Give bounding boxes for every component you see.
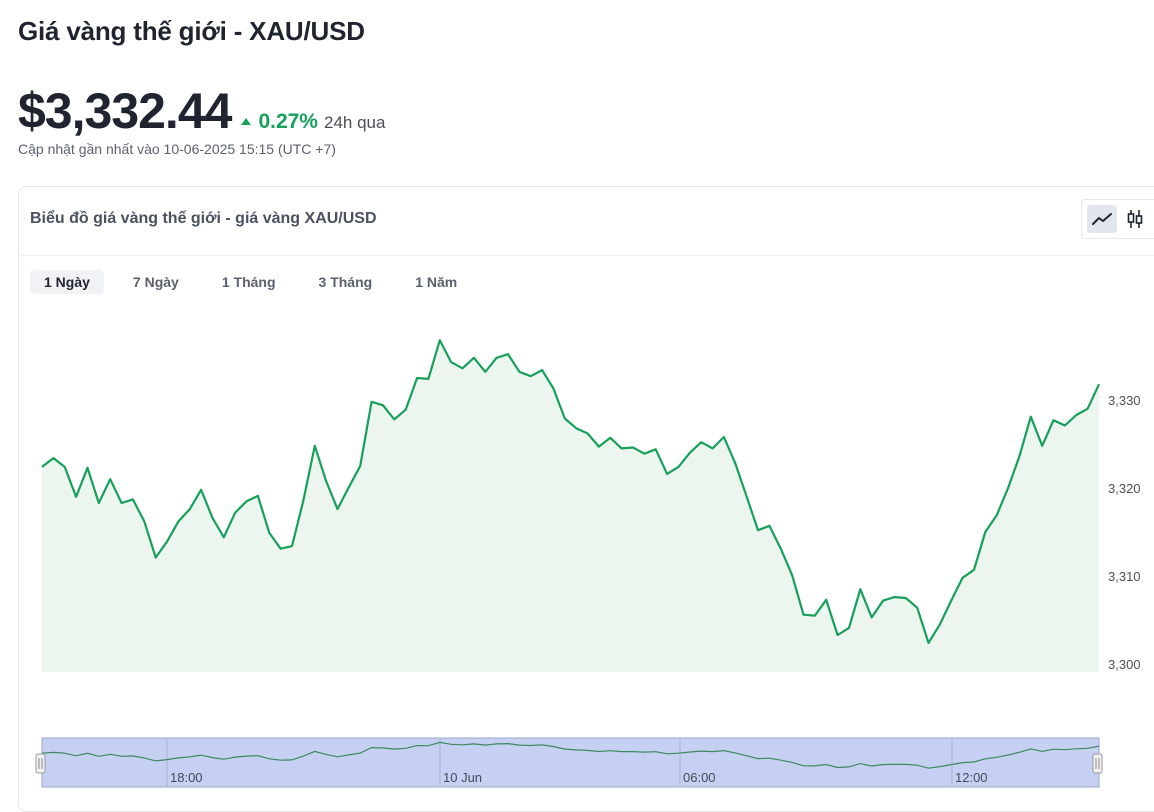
- range-tab-7-days[interactable]: 7 Ngày: [132, 274, 179, 290]
- y-tick-label: 3,310: [1108, 569, 1141, 584]
- change-percent: 0.27%: [258, 110, 318, 133]
- candlestick-button[interactable]: [1120, 205, 1150, 233]
- navigator-right-handle[interactable]: [1092, 753, 1103, 774]
- card-divider: [19, 255, 1154, 256]
- range-tabs: 1 Ngày 7 Ngày 1 Tháng 3 Tháng 1 Năm: [30, 270, 486, 294]
- page-title: Giá vàng thế giới - XAU/USD: [18, 16, 365, 46]
- line-chart-button[interactable]: [1087, 205, 1117, 233]
- change-period: 24h qua: [323, 113, 386, 132]
- y-tick-label: 3,320: [1108, 481, 1141, 496]
- price-change: 0.27% 24h qua: [241, 110, 385, 134]
- chart-card-title: Biểu đồ giá vàng thế giới - giá vàng XAU…: [30, 210, 377, 227]
- navigator-line: [41, 741, 1100, 769]
- price-line: [41, 339, 1100, 645]
- last-updated: Cập nhật gần nhất vào 10-06-2025 15:15 (…: [18, 141, 336, 157]
- range-tab-1-day[interactable]: 1 Ngày: [30, 270, 104, 294]
- y-tick-label: 3,330: [1108, 393, 1141, 408]
- navigator-left-handle[interactable]: [35, 753, 46, 774]
- range-tab-1-month[interactable]: 1 Tháng: [221, 274, 276, 290]
- price-area: [42, 340, 1099, 672]
- navigator-time-label: 12:00: [955, 770, 988, 785]
- chart-type-switch: [1081, 199, 1154, 239]
- navigator-time-label: 06:00: [683, 770, 716, 785]
- price-row: $3,332.44 0.27% 24h qua: [18, 82, 385, 140]
- range-tab-3-months[interactable]: 3 Tháng: [318, 274, 373, 290]
- current-price: $3,332.44: [18, 83, 232, 139]
- navigator-time-label: 10 Jun: [443, 770, 482, 785]
- range-tab-1-year[interactable]: 1 Năm: [415, 274, 458, 290]
- arrow-up-icon: [241, 118, 252, 125]
- line-chart-icon: [1092, 213, 1112, 225]
- y-tick-label: 3,300: [1108, 657, 1141, 672]
- navigator-time-label: 18:00: [170, 770, 203, 785]
- candlestick-icon: [1127, 210, 1143, 228]
